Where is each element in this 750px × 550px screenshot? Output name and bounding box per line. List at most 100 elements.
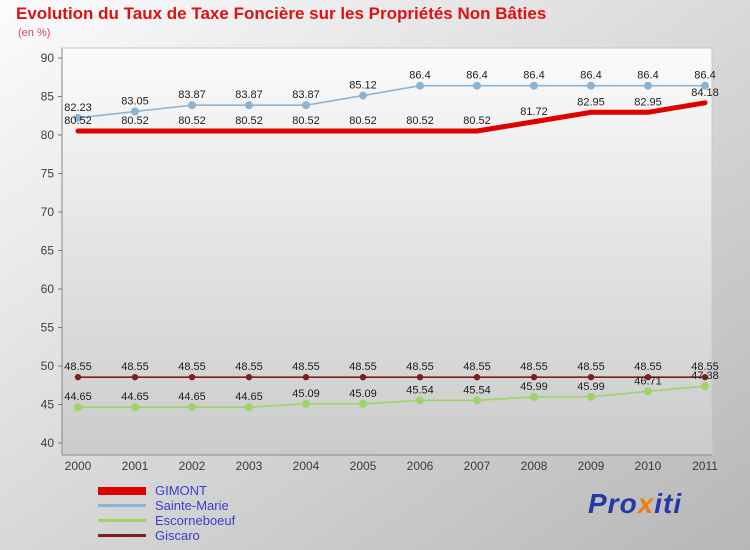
y-axis: 40 45 50 55 60 65 70 75 80 85 90 xyxy=(41,48,63,455)
value-label: 82.23 xyxy=(64,102,92,114)
data-point xyxy=(131,107,139,116)
data-point xyxy=(359,399,367,408)
data-point xyxy=(416,373,424,381)
value-label: 83.87 xyxy=(178,89,206,101)
value-label: 48.55 xyxy=(634,361,662,373)
data-point xyxy=(473,81,481,90)
value-label: 44.65 xyxy=(64,391,92,403)
chart-legend: GIMONT Sainte-Marie Escorneboeuf Giscaro xyxy=(98,484,235,544)
data-point xyxy=(245,373,253,381)
value-label: 80.52 xyxy=(64,115,92,127)
x-tick-label: 2008 xyxy=(521,459,548,473)
data-point xyxy=(131,373,139,381)
data-point xyxy=(302,101,310,110)
data-point xyxy=(302,399,310,408)
series-giscaro xyxy=(74,373,709,381)
value-label: 48.55 xyxy=(577,361,605,373)
legend-item-giscaro: Giscaro xyxy=(98,529,235,542)
x-tick-label: 2004 xyxy=(293,459,320,473)
legend-swatch xyxy=(98,534,146,537)
value-label: 48.55 xyxy=(292,361,320,373)
value-label: 46.71 xyxy=(634,375,662,387)
legend-item-gimont: GIMONT xyxy=(98,484,235,497)
y-tick-label: 40 xyxy=(41,436,55,450)
y-tick-label: 90 xyxy=(41,51,55,65)
y-tick-label: 45 xyxy=(41,398,55,412)
data-point xyxy=(530,373,538,381)
y-tick-label: 60 xyxy=(41,282,55,296)
data-point xyxy=(131,403,139,412)
logo-text-iti: iti xyxy=(654,488,683,519)
value-label: 80.52 xyxy=(178,115,206,127)
value-label: 80.52 xyxy=(121,115,149,127)
value-label: 48.55 xyxy=(349,361,377,373)
data-point xyxy=(644,373,652,381)
x-tick-label: 2001 xyxy=(122,459,149,473)
data-point xyxy=(188,373,196,381)
y-tick-label: 70 xyxy=(41,205,55,219)
value-label: 85.12 xyxy=(349,80,377,92)
y-tick-label: 50 xyxy=(41,359,55,373)
value-label: 48.55 xyxy=(520,361,548,373)
value-label: 80.52 xyxy=(406,115,434,127)
value-label: 83.87 xyxy=(292,89,320,101)
value-label: 45.54 xyxy=(463,384,491,396)
value-label: 48.55 xyxy=(691,361,719,373)
data-point xyxy=(701,373,709,381)
value-label: 84.18 xyxy=(691,87,719,99)
value-label: 44.65 xyxy=(178,391,206,403)
x-tick-label: 2006 xyxy=(407,459,434,473)
data-point xyxy=(473,396,481,405)
value-label: 48.55 xyxy=(406,361,434,373)
value-label: 44.65 xyxy=(121,391,149,403)
value-labels: 80.52 80.52 80.52 80.52 80.52 80.52 80.52 80.52… xyxy=(64,70,719,403)
value-label: 48.55 xyxy=(64,361,92,373)
value-label: 48.55 xyxy=(178,361,206,373)
value-label: 45.54 xyxy=(406,384,434,396)
data-point xyxy=(416,396,424,405)
legend-label: Sainte-Marie xyxy=(155,498,229,513)
data-point xyxy=(644,387,652,396)
data-point xyxy=(188,403,196,412)
x-tick-label: 2003 xyxy=(236,459,263,473)
value-label: 44.65 xyxy=(235,391,263,403)
legend-label: GIMONT xyxy=(155,483,207,498)
legend-swatch xyxy=(98,519,146,522)
value-label: 45.99 xyxy=(577,381,605,393)
value-label: 80.52 xyxy=(235,115,263,127)
data-point xyxy=(74,113,82,122)
y-tick-label: 80 xyxy=(41,128,55,142)
data-point xyxy=(245,403,253,412)
value-label: 86.4 xyxy=(466,70,487,82)
proxiti-logo: Proxiti xyxy=(588,488,682,520)
data-point xyxy=(74,373,82,381)
data-point xyxy=(302,373,310,381)
legend-item-sainte-marie: Sainte-Marie xyxy=(98,499,235,512)
value-label: 48.55 xyxy=(235,361,263,373)
data-point xyxy=(473,373,481,381)
value-label: 86.4 xyxy=(637,70,658,82)
value-label: 86.4 xyxy=(694,70,715,82)
series-escorneboeuf xyxy=(74,382,709,412)
data-point xyxy=(644,81,652,90)
data-point xyxy=(245,101,253,110)
logo-text-x: x xyxy=(637,488,655,519)
x-tick-label: 2010 xyxy=(635,459,662,473)
x-tick-label: 2002 xyxy=(179,459,206,473)
value-label: 82.95 xyxy=(577,96,605,108)
value-label: 45.09 xyxy=(292,388,320,400)
x-tick-label: 2009 xyxy=(578,459,605,473)
data-point xyxy=(74,403,82,412)
y-tick-label: 55 xyxy=(41,321,55,335)
value-label: 82.95 xyxy=(634,96,662,108)
x-tick-label: 2007 xyxy=(464,459,491,473)
series-sainte-marie xyxy=(74,81,709,122)
legend-label: Giscaro xyxy=(155,528,200,543)
series-gimont xyxy=(75,100,708,134)
plot-area xyxy=(61,47,713,456)
value-label: 48.55 xyxy=(463,361,491,373)
data-point xyxy=(188,101,196,110)
data-point xyxy=(416,81,424,90)
value-label: 45.99 xyxy=(520,381,548,393)
